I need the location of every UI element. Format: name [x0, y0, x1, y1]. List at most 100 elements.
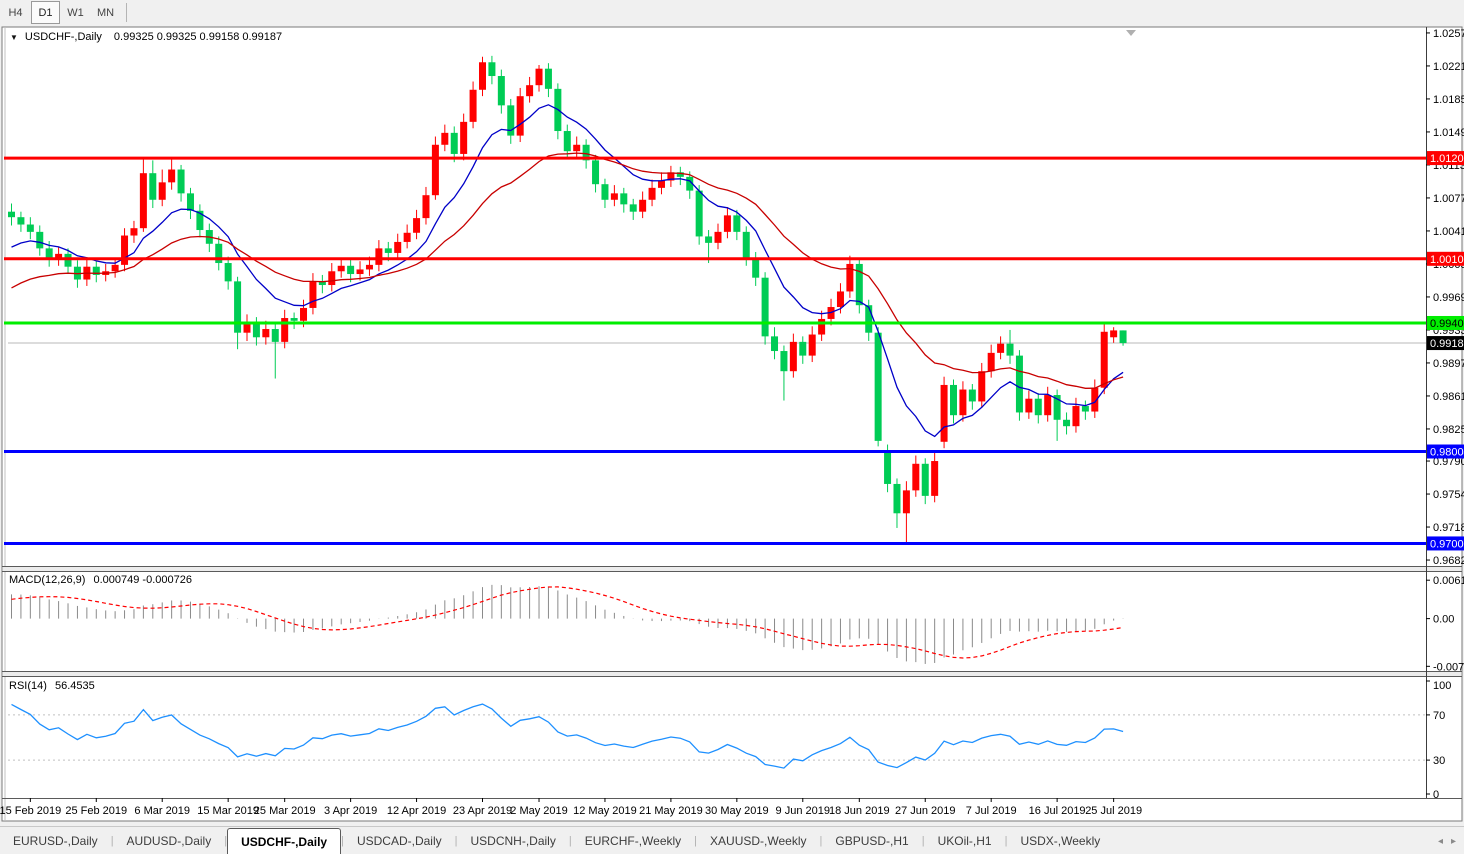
level-badge-0.98004: [1427, 444, 1464, 459]
candle-down: [384, 248, 392, 253]
candle-up: [818, 318, 826, 335]
candle-up: [610, 193, 618, 200]
tab-gbpusd-h1[interactable]: GBPUSD-,H1: [835, 834, 909, 848]
candle-up: [168, 169, 176, 183]
tab-usdchf-daily[interactable]: USDCHF-,Daily: [227, 828, 342, 854]
timeframe-toolbar: H4 D1 W1 MN: [0, 0, 1464, 25]
candle-down: [186, 193, 194, 211]
price-tick-label: 1.00770: [1433, 193, 1464, 205]
date-axis[interactable]: 15 Feb 2019 25 Feb 2019 6 Mar 2019 15 Mar 2…: [0, 798, 1142, 817]
candle-down: [592, 160, 600, 185]
candle-down: [1063, 419, 1071, 427]
candle-up: [413, 218, 421, 233]
candle-down: [1053, 395, 1061, 420]
date-label: 25 Feb 2019: [65, 805, 127, 817]
candle-up: [639, 199, 647, 212]
timeframe-button-d1[interactable]: D1: [31, 1, 60, 24]
candle-up: [902, 490, 910, 514]
ma-slow-line: [11, 152, 1124, 389]
macd-indicator-label: MACD(12,26,9) 0.000749 -0.000726: [9, 574, 192, 586]
candle-down: [865, 305, 873, 333]
candle-down: [874, 332, 882, 441]
candle-down: [855, 263, 863, 306]
timeframe-button-w1[interactable]: W1: [67, 6, 84, 19]
chart-shift-marker-icon[interactable]: [1126, 30, 1136, 36]
tab-eurusd-daily[interactable]: EURUSD-,Daily: [13, 834, 98, 848]
candle-up: [1025, 398, 1033, 413]
chart-tabbar: EURUSD-,Daily | AUDUSD-,Daily | USDCHF-,Dail…: [0, 826, 1464, 854]
ma-fast-line: [11, 104, 1124, 438]
tab-audusd-daily[interactable]: AUDUSD-,Daily: [126, 834, 212, 848]
candle-up: [422, 195, 430, 219]
candle-up: [300, 307, 308, 321]
chart-canvas[interactable]: 1.025701.022101.018501.014901.011301.007…: [0, 0, 1464, 826]
level-badge-1.01205: [1427, 151, 1464, 166]
date-label: 25 Jul 2019: [1085, 805, 1142, 817]
rsi-panel[interactable]: 100 70 30 0: [8, 680, 1451, 801]
current-price-badge-label: 0.99187: [1430, 338, 1464, 350]
candle-down: [215, 243, 223, 264]
date-label: 30 May 2019: [705, 805, 769, 817]
candle-up: [667, 172, 675, 181]
tab-scroll-left-icon[interactable]: ◂: [1437, 835, 1443, 847]
candle-up: [912, 463, 920, 491]
tab-separator: |: [110, 835, 114, 847]
date-label: 12 Apr 2019: [387, 805, 446, 817]
candle-up: [978, 371, 986, 402]
price-tick-label: 0.96820: [1433, 555, 1464, 567]
rsi-name: RSI(14): [9, 680, 47, 692]
candle-down: [177, 169, 185, 194]
candle-down: [761, 277, 769, 337]
candles-group: [8, 55, 1127, 544]
candle-up: [1091, 387, 1099, 412]
chart-ohlc-values: 0.99325 0.99325 0.99158 0.99187: [113, 31, 283, 43]
candle-down: [347, 265, 355, 275]
tab-scroll-right-icon[interactable]: ▸: [1450, 835, 1456, 847]
candle-down: [36, 231, 44, 249]
level-badge-0.97001-label: 0.97001: [1430, 538, 1464, 550]
timeframe-button-h4[interactable]: H4: [8, 6, 23, 19]
rsi-line: [11, 703, 1124, 769]
timeframe-button-mn[interactable]: MN: [96, 6, 115, 19]
candle-up: [789, 341, 797, 372]
candle-down: [488, 62, 496, 77]
candle-up: [394, 241, 402, 253]
tab-usdx-weekly[interactable]: USDX-,Weekly: [1020, 834, 1101, 848]
panel-divider[interactable]: [3, 566, 1461, 572]
tab-separator: |: [568, 835, 572, 847]
candle-down: [1034, 398, 1042, 416]
chart-symbol-label: USDCHF-,Daily: [24, 31, 102, 43]
macd-name: MACD(12,26,9): [9, 574, 86, 586]
candle-down: [620, 193, 628, 205]
tab-usdcnh-daily[interactable]: USDCNH-,Daily: [470, 834, 556, 848]
price-tick-label: 1.02570: [1433, 28, 1464, 40]
candle-down: [780, 351, 788, 372]
tab-separator: |: [694, 835, 698, 847]
date-label: 15 Mar 2019: [197, 805, 259, 817]
candle-up: [365, 264, 373, 270]
candle-up: [337, 265, 345, 272]
date-label: 23 Apr 2019: [453, 805, 512, 817]
candle-down: [950, 384, 957, 416]
chart-menu-icon[interactable]: ▼: [10, 32, 18, 42]
candle-up: [959, 389, 967, 416]
tab-scroll-arrows: ◂ ▸: [1430, 827, 1464, 854]
panel-divider[interactable]: [3, 671, 1461, 677]
rsi-axis-label: 30: [1433, 755, 1445, 767]
chart-window-frame: [1, 26, 1463, 822]
tab-xauusd-weekly[interactable]: XAUUSD-,Weekly: [710, 834, 807, 848]
tab-eurchf-weekly[interactable]: EURCHF-,Weekly: [584, 834, 682, 848]
tab-usdcad-daily[interactable]: USDCAD-,Daily: [356, 834, 442, 848]
price-axis[interactable]: 1.025701.022101.018501.014901.011301.007…: [1426, 28, 1464, 567]
candle-up: [1110, 330, 1118, 338]
tab-ukoil-h1[interactable]: UKOil-,H1: [937, 834, 992, 848]
candle-down: [26, 224, 34, 232]
date-label: 9 Jun 2019: [776, 805, 830, 817]
candle-up: [1100, 331, 1108, 388]
date-label: 16 Jul 2019: [1029, 805, 1086, 817]
macd-panel[interactable]: 0.00613 0.00 -0.007612: [11, 575, 1464, 673]
